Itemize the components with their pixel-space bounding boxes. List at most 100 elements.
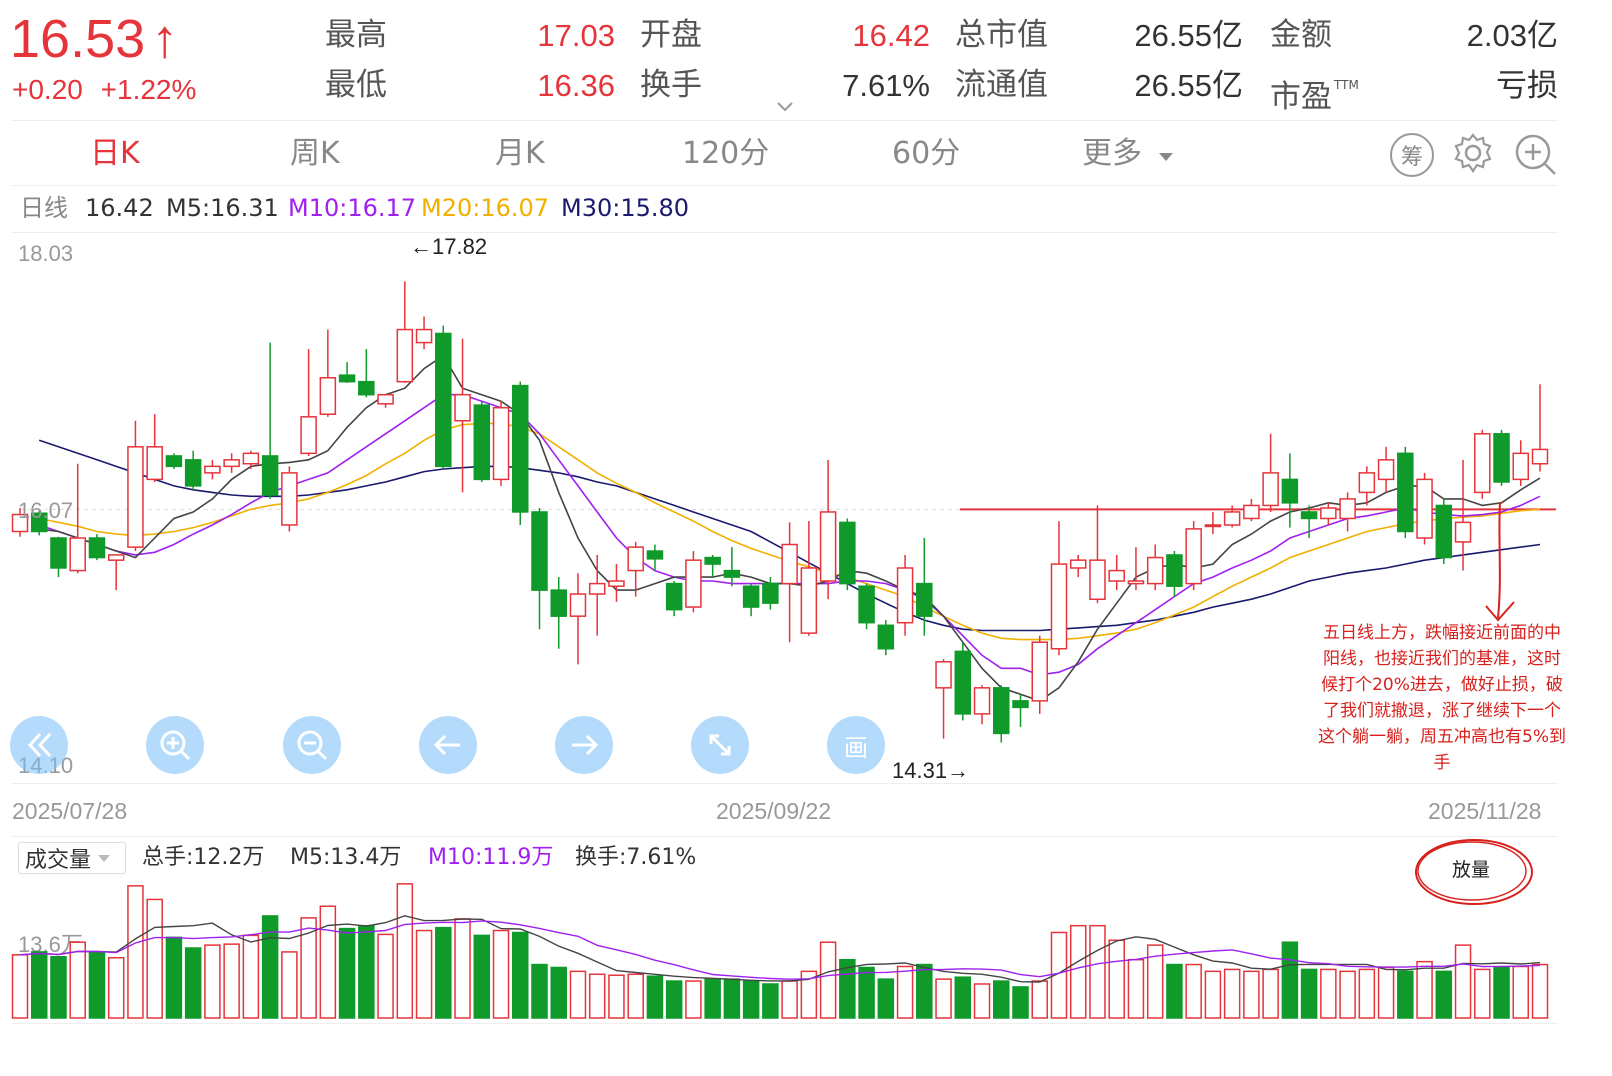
volume-bar (435, 926, 452, 1019)
volume-bar (1435, 970, 1453, 1019)
candle (531, 508, 548, 630)
chevron-down-icon (98, 855, 111, 862)
stat-label-turnover: 换手 (640, 67, 702, 103)
candle-body (1339, 498, 1356, 520)
candle-body (1223, 511, 1241, 526)
candle (1031, 635, 1049, 714)
change-value: +0.20 (12, 74, 83, 105)
ma-legend-close: 16.42 (85, 194, 154, 222)
volume-surge-circle (1415, 839, 1533, 905)
candle-body (261, 455, 279, 496)
volume-indicator-select[interactable]: 成交量 (18, 842, 126, 874)
candle-body (1166, 554, 1183, 587)
candle-body (1050, 563, 1068, 650)
candlestick-chart[interactable] (0, 0, 1612, 830)
volume-bar (896, 965, 914, 1019)
candle-body (800, 567, 818, 634)
candle (839, 518, 856, 591)
volume-surge-marker: 放量 (1452, 859, 1491, 881)
candle-body (300, 416, 317, 455)
candle (300, 349, 317, 456)
candle (588, 554, 606, 636)
volume-bar (1012, 986, 1029, 1019)
volume-bar (819, 941, 837, 1019)
candle (165, 453, 183, 469)
candle-body (1204, 524, 1222, 528)
volume-bar (11, 954, 29, 1019)
volume-bar (165, 936, 183, 1019)
volume-total: 总手:12.2万 (142, 845, 265, 870)
chip-icon[interactable]: 筹 (1390, 133, 1434, 177)
expand-header-icon[interactable] (776, 98, 794, 117)
candle-body (1069, 559, 1087, 569)
volume-bar (127, 885, 144, 1019)
candle-body (1397, 452, 1414, 533)
volume-bar (30, 951, 48, 1019)
volume-bar (1493, 966, 1510, 1019)
right-arrow-icon[interactable] (555, 716, 613, 774)
candle-body (415, 328, 433, 344)
volume-bar (396, 883, 414, 1019)
tab-month-k[interactable]: 月K (495, 136, 545, 171)
gear-icon[interactable] (1452, 132, 1494, 178)
candle-body (588, 582, 606, 595)
date-mid-label: 2025/09/22 (716, 798, 832, 824)
stat-value-pe: 亏损 (1496, 68, 1558, 103)
candle-body (704, 556, 721, 565)
volume-bar (107, 956, 125, 1019)
volume-bar (723, 978, 741, 1019)
candle (1416, 472, 1433, 545)
volume-bar (608, 974, 625, 1019)
left-arrow-icon[interactable] (419, 716, 477, 774)
ma-legend-m5: M5:16.31 (166, 194, 279, 222)
annotation-arrow (1485, 501, 1515, 622)
stat-label-high: 最高 (325, 17, 387, 53)
tab-more[interactable]: 更多 (1082, 139, 1174, 169)
volume-bar (1358, 968, 1376, 1019)
volume-bar (358, 924, 375, 1019)
volume-bar (742, 980, 760, 1019)
candle-body (242, 452, 260, 465)
candle-body (993, 687, 1010, 735)
ma-legend-m20: M20:16.07 (421, 194, 550, 222)
tab-60min[interactable]: 60分 (892, 136, 961, 171)
candle (704, 554, 721, 578)
candle (50, 536, 67, 578)
candle-body (492, 406, 510, 481)
candle (11, 508, 29, 537)
candle-body (11, 513, 29, 533)
stat-value-amount: 2.03亿 (1466, 18, 1558, 53)
tab-week-k[interactable]: 周K (290, 136, 340, 171)
candle-body (896, 567, 914, 624)
candle-body (165, 455, 183, 468)
candle (204, 459, 221, 480)
candle-body (1281, 478, 1299, 504)
candle-body (107, 554, 125, 561)
volume-bar (588, 973, 606, 1019)
candle (1223, 505, 1241, 528)
volume-bar (415, 929, 433, 1019)
candle-body (723, 569, 741, 578)
candle-body (839, 521, 856, 585)
candle (127, 420, 144, 552)
volume-axis-label: 13.6万 (18, 932, 83, 957)
volume-bar (1166, 963, 1183, 1019)
draw-icon[interactable]: 画 (827, 716, 885, 774)
candle (1185, 521, 1202, 591)
collapse-icon[interactable] (10, 716, 68, 774)
chip-icon-label: 筹 (1400, 145, 1423, 170)
candle (1050, 521, 1068, 656)
volume-bar (1454, 944, 1472, 1019)
volume-bar (1377, 966, 1395, 1019)
expand-icon[interactable] (691, 716, 749, 774)
candle-body (1146, 556, 1164, 585)
tab-120min[interactable]: 120分 (682, 136, 770, 171)
tab-day-k[interactable]: 日K (90, 136, 140, 171)
zoom-plus-icon[interactable] (1514, 133, 1558, 181)
zoom-out-icon[interactable] (283, 716, 341, 774)
candle-body (531, 511, 548, 591)
zoom-in-icon[interactable] (146, 716, 204, 774)
volume-bar (1108, 939, 1125, 1019)
volume-m5-line (19, 915, 1541, 983)
volume-bar (1127, 958, 1145, 1019)
